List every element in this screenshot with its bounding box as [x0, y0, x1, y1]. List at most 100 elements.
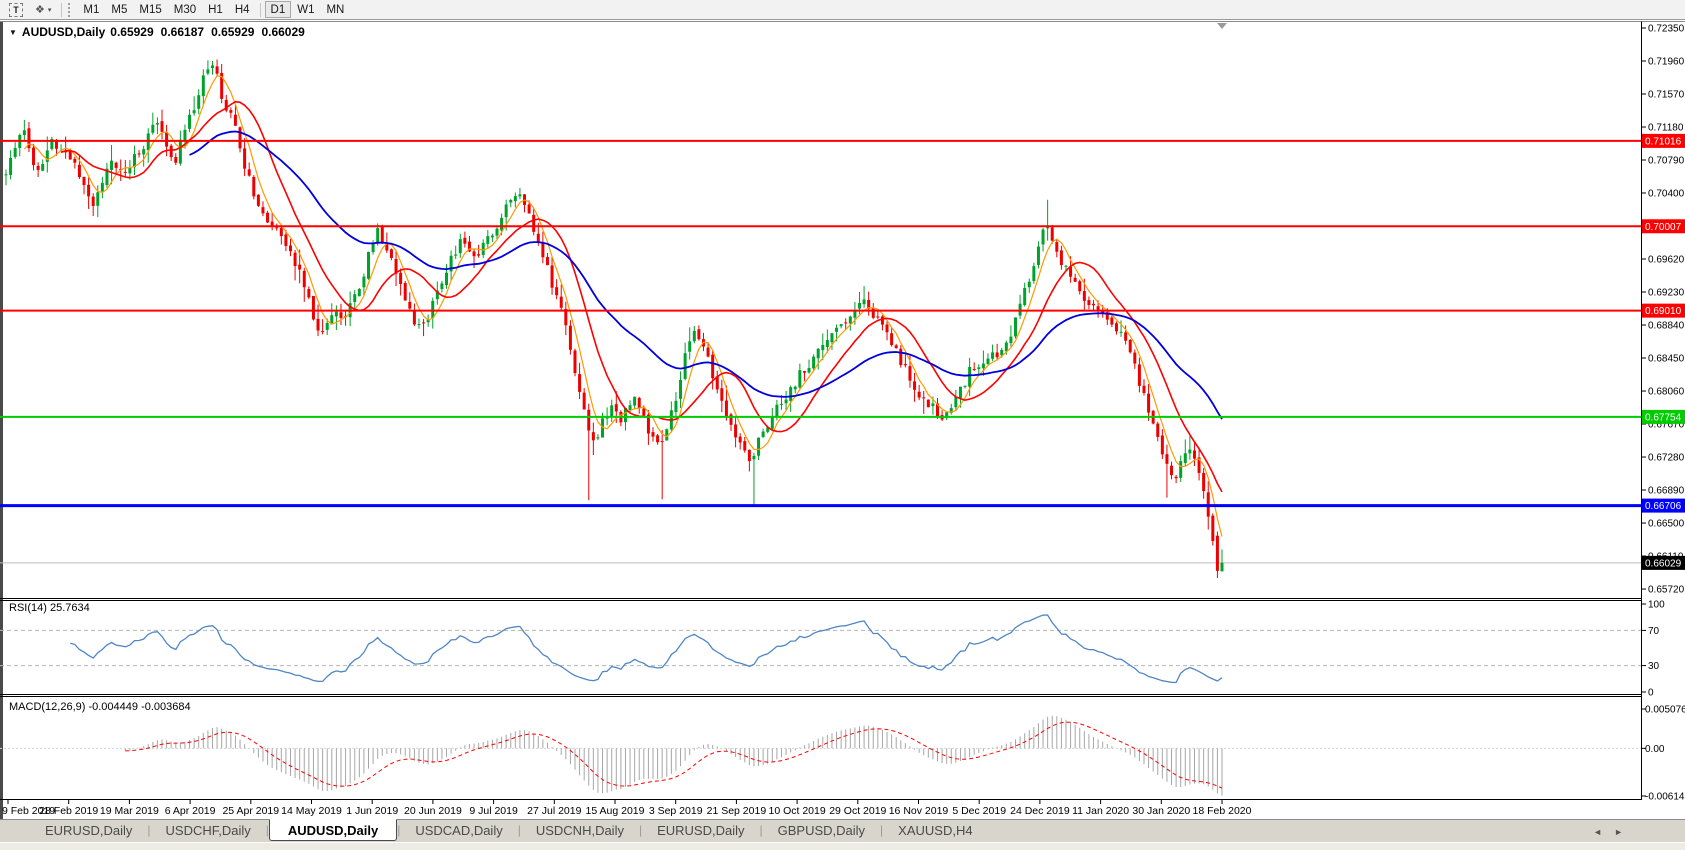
svg-text:0.71016: 0.71016	[1645, 136, 1682, 147]
timeframe-button-m1[interactable]: M1	[77, 1, 105, 18]
macd-signal-line[interactable]	[125, 721, 1223, 789]
date-label: 21 Sep 2019	[707, 805, 767, 817]
date-label: 27 Jul 2019	[527, 805, 581, 817]
text-tool-button[interactable]: T	[3, 1, 29, 18]
timeframe-button-w1[interactable]: W1	[291, 1, 320, 18]
date-label: 15 Aug 2019	[586, 805, 645, 817]
tab-scroll-right-icon[interactable]: ►	[1614, 827, 1623, 837]
tab-usdcad-daily[interactable]: USDCAD,Daily	[415, 823, 503, 838]
svg-text:0.67670: 0.67670	[1648, 420, 1685, 431]
tab-audusd-daily[interactable]: AUDUSD,Daily	[268, 819, 398, 841]
svg-text:0.68840: 0.68840	[1648, 321, 1685, 332]
svg-text:0.71180: 0.71180	[1648, 123, 1684, 134]
tab-usdcnh-daily[interactable]: USDCNH,Daily	[535, 823, 624, 838]
svg-text:0.66500: 0.66500	[1648, 519, 1685, 530]
date-label: 20 Jun 2019	[404, 805, 462, 817]
top-toolbar: T ❖ ▾ M1 M5 M15 M30 H1 H4 D1 W1 MN	[0, 0, 1685, 20]
date-label: 10 Oct 2019	[768, 805, 825, 817]
chart-ohlc-values: 0.65929 0.66187 0.65929 0.66029	[110, 25, 305, 39]
timeframe-button-d1[interactable]: D1	[264, 1, 292, 18]
svg-text:-0.006148: -0.006148	[1645, 792, 1685, 803]
date-label: 14 May 2019	[281, 805, 342, 817]
svg-text:0.67754: 0.67754	[1645, 412, 1682, 423]
svg-text:0.69230: 0.69230	[1648, 288, 1685, 299]
tab-scroll-arrows: ◄ ►	[1593, 827, 1623, 837]
svg-text:0.69620: 0.69620	[1648, 255, 1685, 266]
svg-text:0.67280: 0.67280	[1648, 453, 1685, 464]
macd-label: MACD(12,26,9) -0.004449 -0.003684	[9, 701, 191, 713]
svg-text:0: 0	[1648, 688, 1654, 699]
svg-text:0.66029: 0.66029	[1645, 558, 1682, 569]
tab-gbpusd-daily[interactable]: GBPUSD,Daily	[777, 823, 866, 838]
tab-separator: |	[397, 823, 401, 837]
tab-usdchf-daily[interactable]: USDCHF,Daily	[165, 823, 251, 838]
date-label: 25 Apr 2019	[222, 805, 279, 817]
chart-tab-bar: EURUSD,Daily | USDCHF,Daily | AUDUSD,Daily | U…	[0, 819, 1685, 850]
svg-text:0.70790: 0.70790	[1648, 156, 1685, 167]
tab-xauusd-h4[interactable]: XAUUSD,H4	[898, 823, 973, 838]
svg-text:100: 100	[1648, 600, 1665, 611]
date-label: 18 Feb 2020	[1193, 805, 1252, 817]
text-tool-icon: T	[9, 2, 23, 17]
tab-eurusd-daily[interactable]: EURUSD,Daily	[45, 823, 133, 838]
tab-separator: |	[265, 823, 269, 837]
svg-text:0.68060: 0.68060	[1648, 387, 1685, 398]
tab-separator: |	[880, 823, 884, 837]
timeframe-button-group: M1 M5 M15 M30 H1 H4 D1 W1 MN	[77, 1, 350, 18]
chart-symbol-label: AUDUSD,Daily	[21, 25, 106, 39]
svg-text:0.69010: 0.69010	[1645, 306, 1682, 317]
svg-text:0.65720: 0.65720	[1648, 585, 1685, 596]
timeframe-button-m5[interactable]: M5	[105, 1, 133, 18]
date-label: 3 Sep 2019	[649, 805, 703, 817]
ohlc-high: 0.66187	[160, 25, 205, 39]
macd-histogram	[124, 715, 1223, 796]
tab-eurusd-daily[interactable]: EURUSD,Daily	[657, 823, 745, 838]
svg-text:0.71960: 0.71960	[1648, 57, 1685, 68]
tab-separator: |	[517, 823, 521, 837]
svg-text:0.66706: 0.66706	[1645, 501, 1682, 512]
tab-separator: |	[759, 823, 763, 837]
svg-text:0.00: 0.00	[1645, 744, 1665, 755]
collapse-triangle-icon[interactable]: ▼	[9, 27, 17, 37]
svg-text:70: 70	[1648, 626, 1660, 637]
price-chart-canvas[interactable]: 0.72350 0.71960 0.71570 0.71180 0.70790 0.704…	[0, 21, 1685, 819]
ohlc-close: 0.66029	[261, 25, 305, 39]
styles-icon: ❖	[35, 4, 45, 16]
date-label: 1 Jun 2019	[346, 805, 398, 817]
ma-line-mid[interactable]	[60, 100, 1223, 493]
toolbar-grip[interactable]	[68, 2, 72, 17]
timeframe-button-h4[interactable]: H4	[229, 1, 256, 18]
svg-text:30: 30	[1648, 661, 1660, 672]
date-label: 24 Dec 2019	[1010, 805, 1070, 817]
ma-line-fast[interactable]	[23, 75, 1223, 537]
rsi-line[interactable]	[70, 614, 1223, 684]
date-label: 6 Apr 2019	[165, 805, 216, 817]
statusbar-strip	[0, 842, 1685, 850]
timeframe-button-mn[interactable]: MN	[320, 1, 350, 18]
date-label: 9 Feb 2019	[2, 805, 55, 817]
chart-title[interactable]: ▼ AUDUSD,Daily 0.65929 0.66187 0.65929 0…	[9, 25, 305, 39]
tab-scroll-left-icon[interactable]: ◄	[1593, 827, 1603, 837]
timeframe-button-m15[interactable]: M15	[133, 1, 167, 18]
candles	[4, 59, 1224, 579]
toolbar-separator	[61, 2, 63, 17]
date-label: 11 Jan 2020	[1072, 805, 1129, 817]
timeframe-button-m30[interactable]: M30	[168, 1, 202, 18]
styles-button[interactable]: ❖ ▾	[29, 1, 57, 18]
svg-text:0.71570: 0.71570	[1648, 90, 1685, 101]
tab-separator: |	[147, 823, 151, 837]
date-label: 16 Nov 2019	[889, 805, 949, 817]
shift-marker-icon[interactable]	[1217, 23, 1227, 29]
date-label: 19 Mar 2019	[100, 805, 159, 817]
date-label: 28 Feb 2019	[39, 805, 98, 817]
svg-text:0.005076: 0.005076	[1645, 705, 1685, 716]
toolbar-separator	[259, 2, 261, 17]
ma-line-slow[interactable]	[189, 130, 1223, 420]
date-label: 9 Jul 2019	[469, 805, 518, 817]
dropdown-caret-icon: ▾	[47, 6, 52, 14]
svg-text:0.68450: 0.68450	[1648, 354, 1685, 365]
date-label: 29 Oct 2019	[829, 805, 886, 817]
ohlc-low: 0.65929	[211, 25, 255, 39]
window-left-border	[0, 21, 3, 819]
timeframe-button-h1[interactable]: H1	[202, 1, 229, 18]
